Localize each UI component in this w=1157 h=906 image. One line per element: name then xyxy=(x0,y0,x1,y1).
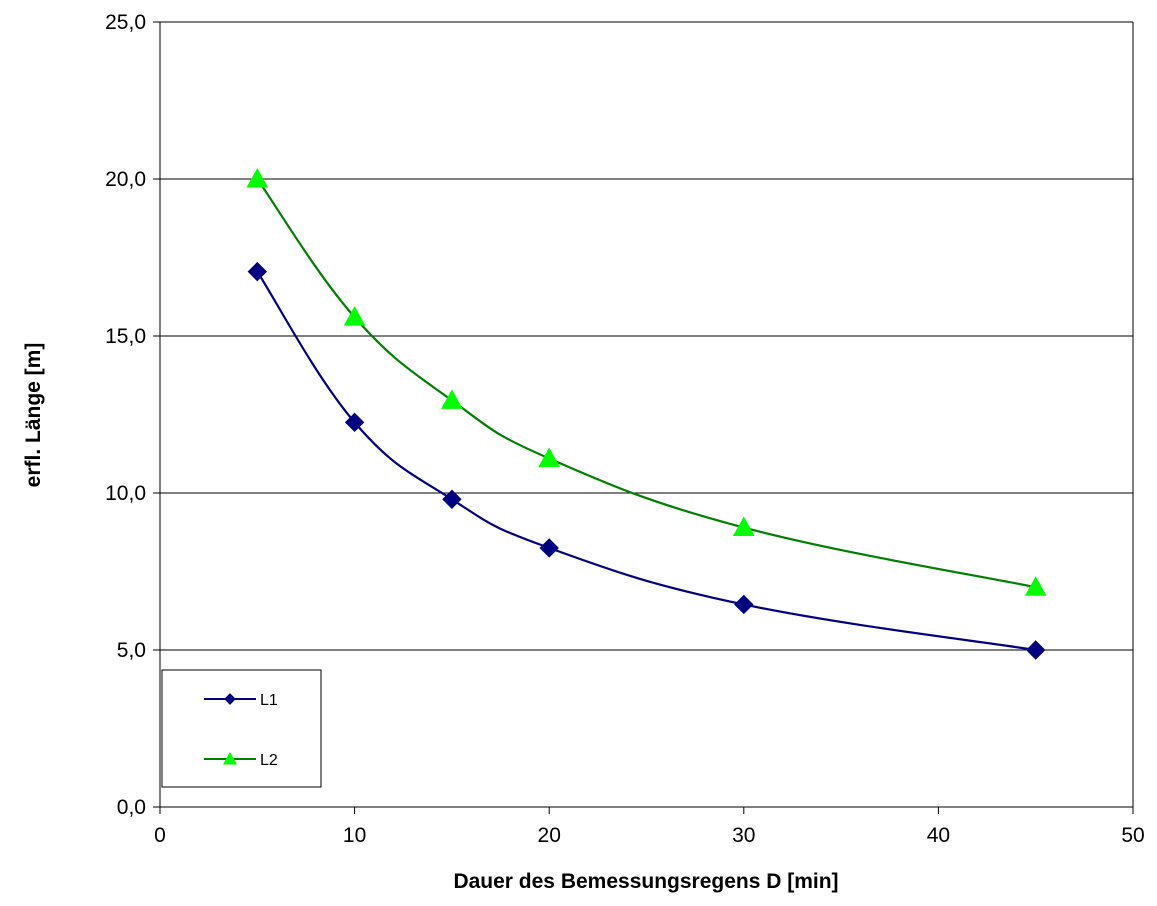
legend-label: L1 xyxy=(260,692,278,709)
y-tick-label: 15,0 xyxy=(105,325,146,348)
data-point-l2 xyxy=(246,167,269,188)
y-tick-label: 5,0 xyxy=(117,639,146,662)
x-tick-label: 30 xyxy=(732,824,755,847)
data-point-l2 xyxy=(538,447,561,467)
data-point-l1 xyxy=(539,538,559,558)
x-tick-label: 10 xyxy=(343,824,366,847)
y-tick-label: 25,0 xyxy=(105,11,146,34)
y-tick-label: 20,0 xyxy=(105,168,146,191)
x-tick-label: 40 xyxy=(927,824,950,847)
data-point-l1 xyxy=(344,412,365,433)
y-tick-label: 10,0 xyxy=(105,482,146,505)
x-axis-title: Dauer des Bemessungsregens D [min] xyxy=(453,870,838,893)
series-line-l1 xyxy=(256,271,1036,652)
legend: L1 L2 xyxy=(161,669,322,788)
legend-marker-l1 xyxy=(224,693,236,705)
data-point-l1 xyxy=(734,594,754,615)
data-point-l1 xyxy=(247,261,268,282)
series-line-l2 xyxy=(256,178,1036,589)
y-tick-labels: 0,0 5,0 10,0 15,0 20,0 25,0 xyxy=(105,11,146,819)
legend-box xyxy=(161,669,322,788)
y-tick-label: 0,0 xyxy=(117,796,146,819)
legend-marker-l2 xyxy=(222,751,238,765)
data-point-l2 xyxy=(441,389,463,409)
series-lines xyxy=(256,178,1036,652)
data-point-l2 xyxy=(732,516,755,537)
grid-lines xyxy=(160,21,1133,651)
series-markers xyxy=(246,167,1047,660)
data-point-l2 xyxy=(343,306,366,326)
y-axis-title: erfl. Länge [m] xyxy=(22,343,45,488)
x-tick-label: 20 xyxy=(538,824,561,847)
axes xyxy=(153,21,1134,814)
legend-label: L2 xyxy=(260,752,278,769)
x-tick-labels: 0 10 20 30 40 50 xyxy=(154,824,1145,847)
data-point-l1 xyxy=(442,489,462,509)
data-point-l2 xyxy=(1024,576,1047,596)
x-tick-label: 50 xyxy=(1121,824,1144,847)
data-point-l1 xyxy=(1025,640,1046,660)
x-tick-label: 0 xyxy=(154,824,166,847)
